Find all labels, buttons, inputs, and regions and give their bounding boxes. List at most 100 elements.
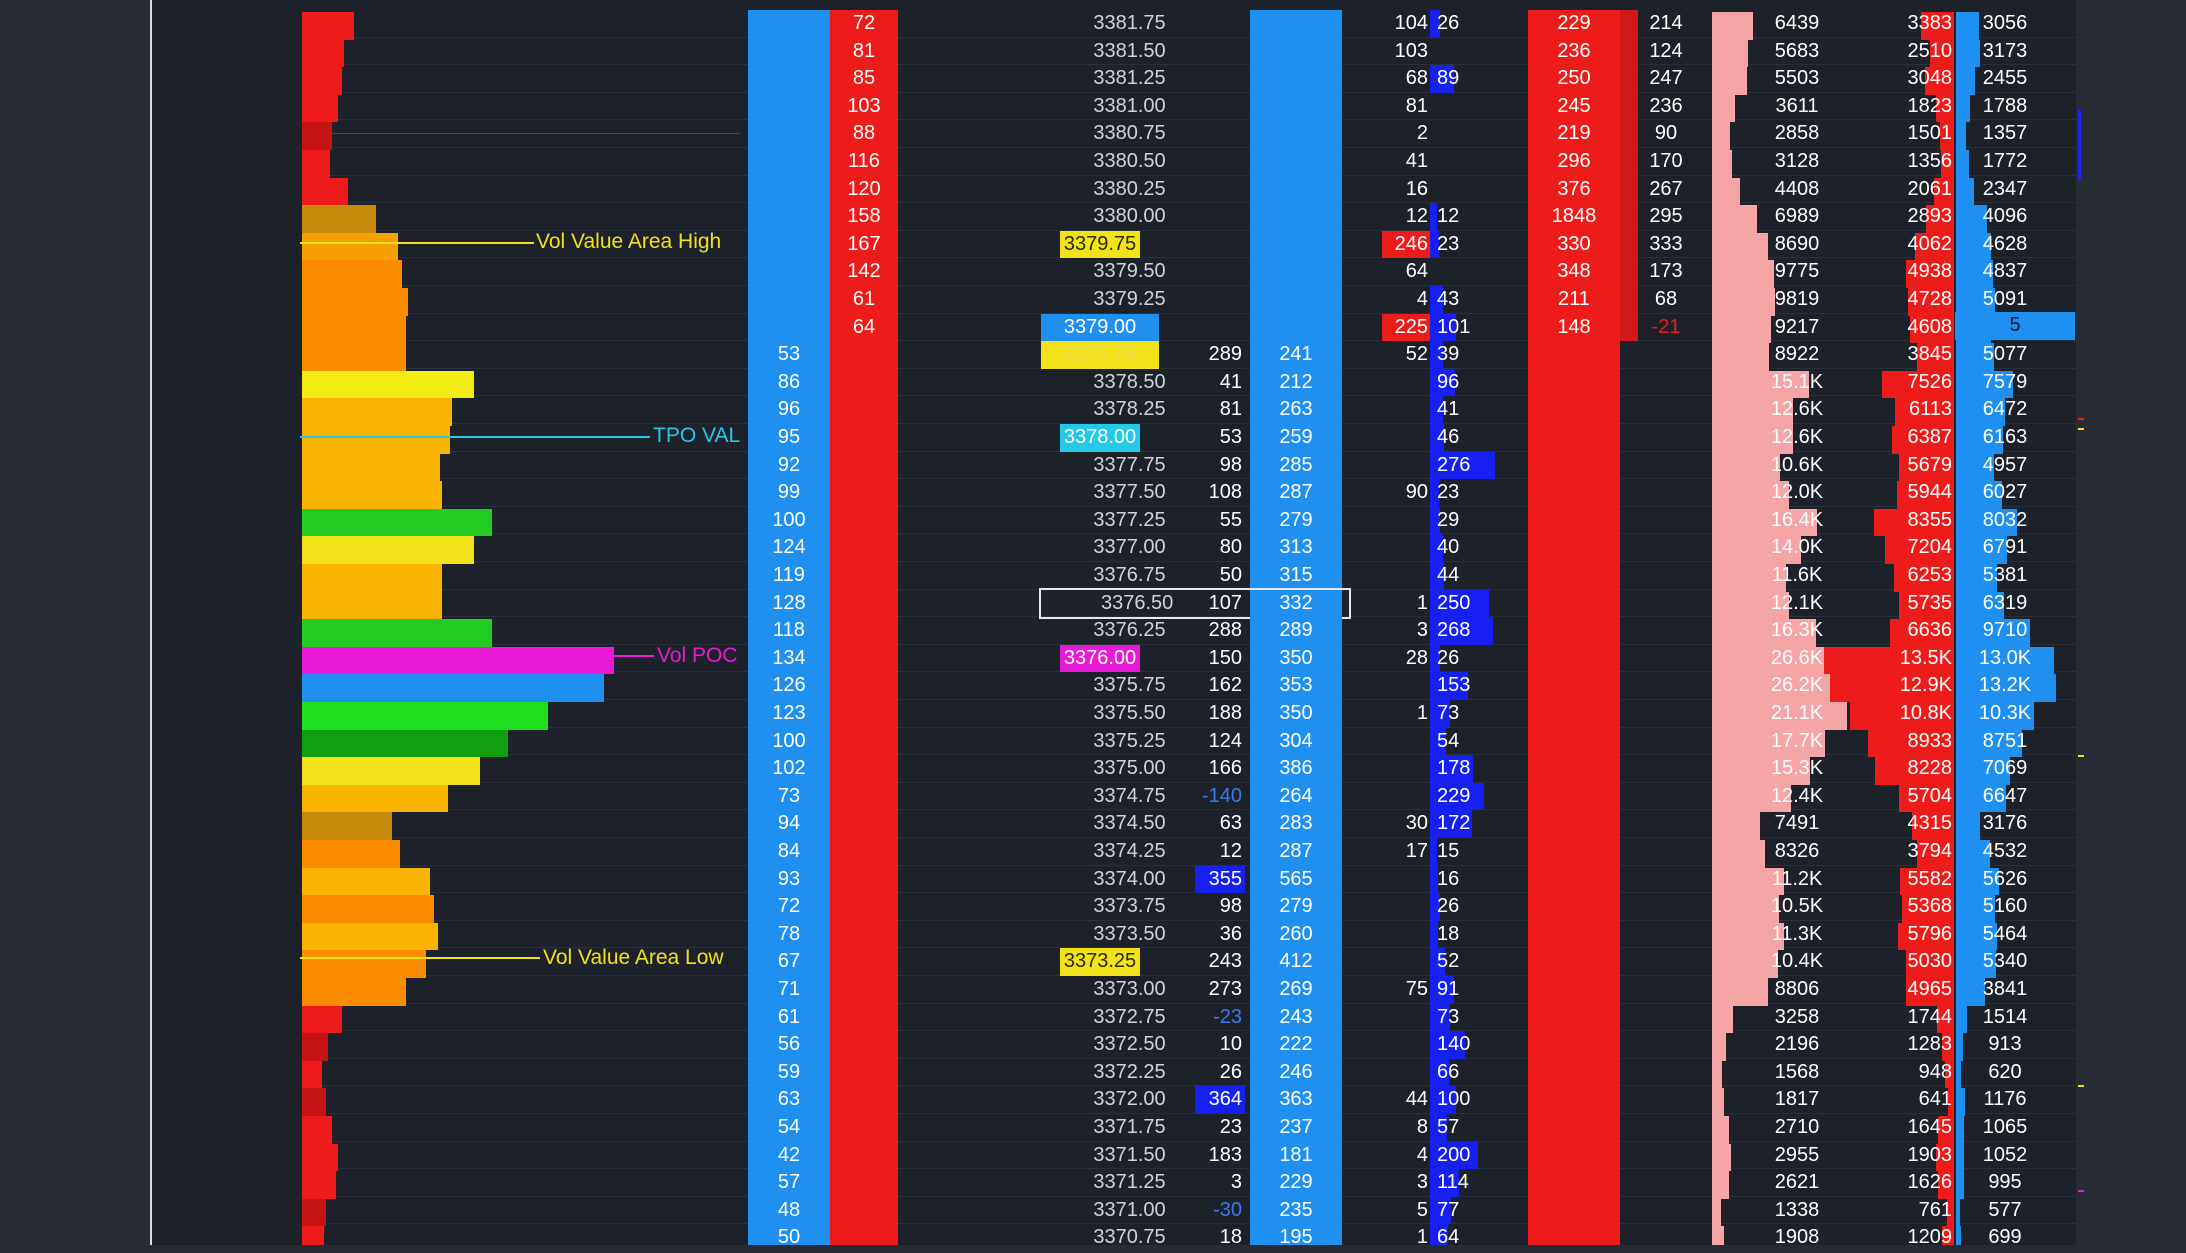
- buy-volume-cell: 39: [1437, 343, 1460, 366]
- sell-profile-cell: 3048: [1907, 67, 1953, 90]
- red-column-bar: [1528, 893, 1620, 921]
- total-volume-cell: 9819: [1774, 288, 1820, 310]
- volume-column-bar: [1250, 727, 1342, 756]
- bid-count-cell: 67: [777, 950, 801, 973]
- sell-profile-bar: [1929, 39, 1954, 68]
- red2-column-cell: 214: [1649, 12, 1683, 34]
- total-volume-bar: [1712, 39, 1749, 68]
- buy-profile-cell: 6647: [1982, 784, 2028, 807]
- buy-profile-bar: [1956, 1171, 1964, 1199]
- volume-cell: 263: [1279, 398, 1313, 421]
- bid-column-bar: [748, 1141, 830, 1170]
- footprint-panel[interactable]: 72 3381.75 104 26 229 214 6439 3383 3056 81 3381.5…: [150, 0, 2076, 1245]
- buy-imbalance-bar: [1430, 562, 1444, 590]
- delta-cell: 12: [1219, 840, 1242, 862]
- vah-label: Vol Value Area High: [536, 230, 722, 253]
- right-badge[interactable]: 5: [1955, 312, 2075, 340]
- buy-imbalance-bar: [1430, 1003, 1451, 1032]
- bid-column-bar: [748, 286, 830, 314]
- red-column-cell: 376: [1557, 177, 1591, 200]
- buy-imbalance-bar: [1430, 810, 1472, 838]
- buy-profile-cell: 5091: [1982, 288, 2028, 310]
- buy-profile-cell: 5464: [1982, 922, 2028, 945]
- buy-profile-cell: 1357: [1982, 122, 2028, 145]
- volume-profile-bar: [302, 12, 354, 40]
- total-volume-bar: [1712, 343, 1770, 371]
- sell-profile-bar: [1902, 895, 1954, 923]
- total-volume-bar: [1712, 177, 1741, 206]
- buy-imbalance-bar: [1430, 506, 1441, 535]
- buy-imbalance-bar: [1430, 782, 1485, 811]
- red-column-bar: [1528, 948, 1620, 976]
- volume-profile-bar: [302, 646, 614, 675]
- buy-imbalance-bar: [1430, 865, 1438, 894]
- bid-column-bar: [748, 838, 830, 866]
- red-column-bar: [1528, 727, 1620, 756]
- buy-volume-cell: 268: [1437, 619, 1471, 642]
- red-column-bar: [1528, 10, 1620, 38]
- volume-profile-bar: [302, 370, 474, 399]
- total-volume-bar: [1712, 536, 1802, 564]
- total-volume-bar: [1712, 315, 1771, 344]
- total-volume-bar: [1712, 1116, 1730, 1144]
- row-divider: [302, 699, 2076, 700]
- total-volume-cell: 12.4K: [1770, 784, 1824, 807]
- sell-profile-bar: [1898, 922, 1954, 951]
- volume-column-bar: [1250, 506, 1342, 535]
- total-volume-bar: [1712, 12, 1754, 40]
- row-divider: [302, 892, 2076, 894]
- bid-count-cell: 95: [777, 426, 801, 448]
- row-divider: [302, 781, 2076, 783]
- row-divider: [302, 147, 2076, 148]
- total-volume-cell: 16.3K: [1770, 619, 1824, 642]
- price-cell: 3376.25: [1093, 619, 1166, 642]
- total-volume-cell: 12.6K: [1770, 398, 1824, 421]
- red2-column-cell: 90: [1654, 122, 1678, 145]
- red2-column-cell: 247: [1649, 67, 1683, 90]
- buy-profile-cell: 7069: [1982, 757, 2028, 780]
- row-divider: [302, 864, 2076, 866]
- buy-volume-cell: 54: [1437, 729, 1460, 752]
- delta-cell: 81: [1219, 398, 1242, 421]
- bid-count-cell: 100: [772, 508, 806, 531]
- buy-imbalance-bar: [1430, 1114, 1447, 1142]
- bid-count-cell: 134: [772, 646, 806, 669]
- total-volume-bar: [1712, 922, 1785, 951]
- row-divider: [302, 312, 2076, 314]
- volume-column-bar-top: [1250, 120, 1342, 148]
- red2-column-cell: 295: [1649, 205, 1683, 228]
- sell-profile-bar: [1912, 812, 1954, 840]
- buy-profile-cell: 8751: [1982, 729, 2028, 752]
- red-column-bar: [1528, 810, 1620, 838]
- sell-imbalance-bar: [1382, 313, 1430, 342]
- red-column-cell: 250: [1557, 67, 1591, 90]
- volume-column-bar: [1250, 451, 1342, 480]
- red2-column-bar: [1620, 175, 1638, 204]
- volume-cell: 264: [1279, 784, 1313, 807]
- buy-imbalance-bar: [1430, 948, 1446, 976]
- sell-volume-cell: 225: [1394, 315, 1428, 338]
- ask-column-bar: [830, 976, 898, 1004]
- buy-imbalance-bar: [1430, 838, 1438, 866]
- bid-count-cell: 54: [777, 1116, 801, 1138]
- bid-column-bar: [748, 396, 830, 424]
- volume-cell: 229: [1279, 1171, 1313, 1194]
- volume-profile-bar: [302, 39, 344, 68]
- volume-column-bar: [1250, 700, 1342, 728]
- red-column-cell: 1848: [1551, 205, 1597, 228]
- volume-profile-bar: [302, 564, 442, 592]
- buy-imbalance-bar: [1430, 368, 1456, 397]
- bid-column-bar: [748, 1114, 830, 1142]
- ask-column-bar: [830, 865, 898, 894]
- buy-volume-cell: 77: [1437, 1198, 1460, 1221]
- bid-count-cell: 72: [777, 895, 801, 918]
- buy-profile-cell: 577: [1988, 1198, 2022, 1221]
- bid-count-cell: 118: [773, 619, 805, 642]
- bid-count-cell: 56: [777, 1033, 801, 1056]
- price-cell: 3377.50: [1093, 481, 1166, 504]
- row-divider: [302, 809, 2076, 811]
- price-cell: 3380.50: [1093, 150, 1166, 172]
- sell-volume-cell: 81: [1405, 94, 1428, 117]
- total-volume-cell: 15.1K: [1770, 370, 1824, 393]
- buy-profile-bar: [1956, 674, 2056, 702]
